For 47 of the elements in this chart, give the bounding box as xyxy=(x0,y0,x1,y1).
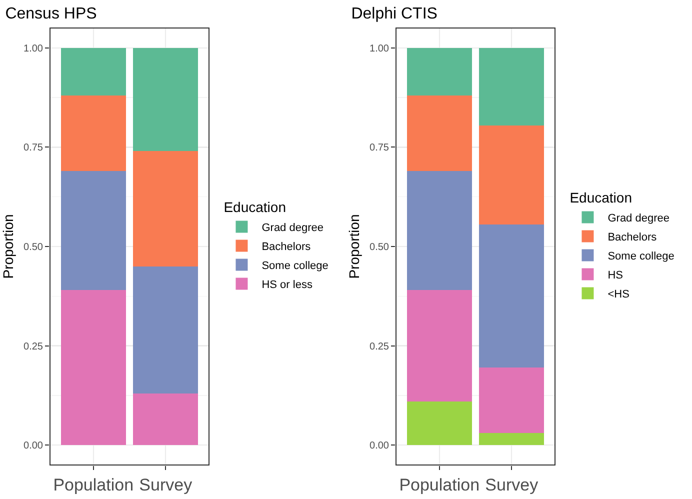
bar xyxy=(479,433,544,446)
chart-title: Delphi CTIS xyxy=(351,6,438,23)
bar xyxy=(406,48,472,96)
bar xyxy=(406,401,472,446)
legend-label: Some college xyxy=(262,260,328,272)
y-axis-title: Proportion xyxy=(0,214,16,279)
legend-label: Some college xyxy=(608,250,674,262)
y-tick-label: 0.25 xyxy=(370,341,390,352)
bar xyxy=(479,48,544,126)
bar xyxy=(133,48,198,152)
legend-label: Bachelors xyxy=(608,231,658,244)
legend-title: Education xyxy=(570,190,632,206)
legend-label: HS xyxy=(608,269,623,282)
bar xyxy=(406,171,472,290)
y-tick-label: 0.50 xyxy=(24,242,44,253)
bar xyxy=(60,290,126,446)
y-tick-label: 0.75 xyxy=(370,142,390,154)
legend-label: <HS xyxy=(608,288,630,300)
legend-label: Bachelors xyxy=(262,240,312,253)
legend-label: Grad degree xyxy=(608,212,670,224)
bar xyxy=(479,224,544,368)
bar xyxy=(60,96,126,172)
bar xyxy=(406,290,472,402)
bar xyxy=(60,48,126,96)
legend-label: Grad degree xyxy=(262,222,324,234)
y-tick-label: 0.00 xyxy=(370,440,390,452)
x-tick-label: Survey xyxy=(485,475,539,494)
y-tick-label: 1.00 xyxy=(24,43,44,54)
chart-title: Census HPS xyxy=(5,6,97,23)
bar xyxy=(133,393,198,446)
y-tick-label: 0.75 xyxy=(24,142,44,154)
x-tick-label: Population xyxy=(399,475,480,494)
y-axis-title: Proportion xyxy=(346,214,362,279)
legend-label: HS or less xyxy=(262,278,313,291)
y-tick-label: 0.25 xyxy=(24,341,44,352)
bar xyxy=(133,151,198,266)
y-tick-label: 1.00 xyxy=(370,43,390,54)
legend-title: Education xyxy=(224,199,286,216)
x-tick-label: Survey xyxy=(139,475,193,494)
y-tick-label: 0.50 xyxy=(370,242,390,253)
bar xyxy=(60,171,126,290)
bar xyxy=(479,368,544,434)
bar xyxy=(406,96,472,172)
x-tick-label: Population xyxy=(53,475,134,494)
y-tick-label: 0.00 xyxy=(24,440,44,452)
bar xyxy=(133,266,198,394)
bar xyxy=(479,125,544,225)
